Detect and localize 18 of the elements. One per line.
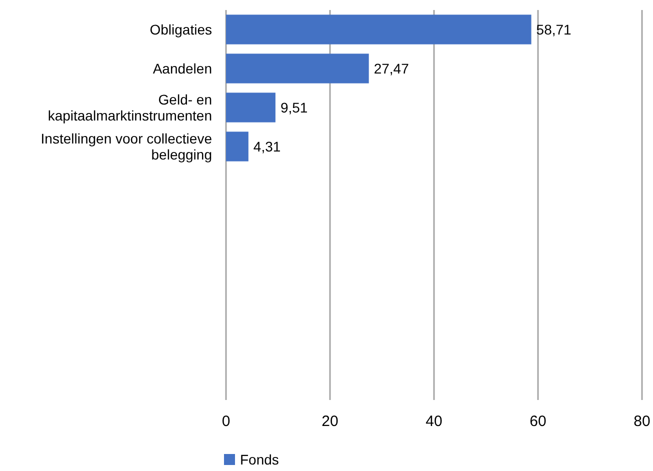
x-tick-label: 0 (222, 413, 230, 430)
data-label: 9,51 (280, 99, 308, 116)
x-tick-label: 40 (426, 413, 442, 430)
data-label: 27,47 (374, 60, 410, 76)
bar (226, 54, 369, 84)
bar (226, 92, 276, 122)
legend-label: Fonds (240, 451, 279, 468)
x-tick-label: 60 (530, 413, 546, 430)
x-tick-label: 20 (322, 413, 338, 430)
bar (226, 14, 532, 44)
y-tick-label: Aandelen (152, 60, 212, 76)
data-label: 4,31 (253, 138, 281, 154)
data-label: 58,71 (536, 21, 572, 38)
y-tick-label: Instellingen voor collectieve belegging (40, 130, 212, 162)
bar (226, 132, 248, 162)
x-tick-label: 80 (634, 413, 650, 430)
y-tick-label: Obligaties (150, 21, 212, 38)
y-tick-label: Geld- en kapitaalmarktinstrumenten (48, 91, 212, 124)
